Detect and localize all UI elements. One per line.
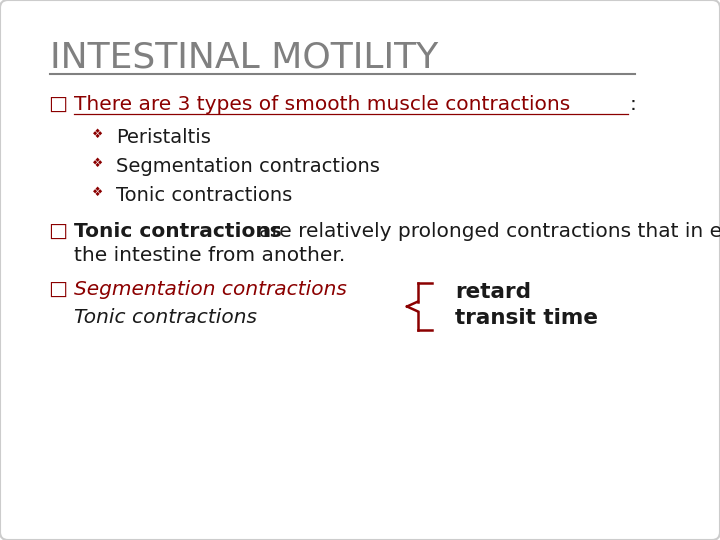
Text: ❖: ❖ bbox=[92, 186, 103, 199]
Text: retard: retard bbox=[455, 282, 531, 302]
Text: transit time: transit time bbox=[455, 308, 598, 328]
Text: :: : bbox=[630, 95, 637, 114]
Text: □: □ bbox=[48, 280, 67, 299]
Text: are relatively prolonged contractions that in effect isolate one segment of: are relatively prolonged contractions th… bbox=[259, 222, 720, 241]
Text: □: □ bbox=[48, 95, 67, 114]
Text: Tonic contractions: Tonic contractions bbox=[116, 186, 292, 205]
Text: There are 3 types of smooth muscle contractions: There are 3 types of smooth muscle contr… bbox=[74, 95, 570, 114]
Text: Tonic contractions: Tonic contractions bbox=[74, 222, 282, 241]
Text: INTESTINAL MOTILITY: INTESTINAL MOTILITY bbox=[50, 40, 438, 74]
Text: □: □ bbox=[48, 222, 67, 241]
Text: ❖: ❖ bbox=[92, 157, 103, 170]
Text: Segmentation contractions: Segmentation contractions bbox=[74, 280, 347, 299]
Text: Tonic contractions: Tonic contractions bbox=[74, 308, 257, 327]
Text: Peristaltis: Peristaltis bbox=[116, 128, 211, 147]
Text: ❖: ❖ bbox=[92, 128, 103, 141]
Text: the intestine from another.: the intestine from another. bbox=[74, 246, 346, 265]
Text: Segmentation contractions: Segmentation contractions bbox=[116, 157, 380, 176]
